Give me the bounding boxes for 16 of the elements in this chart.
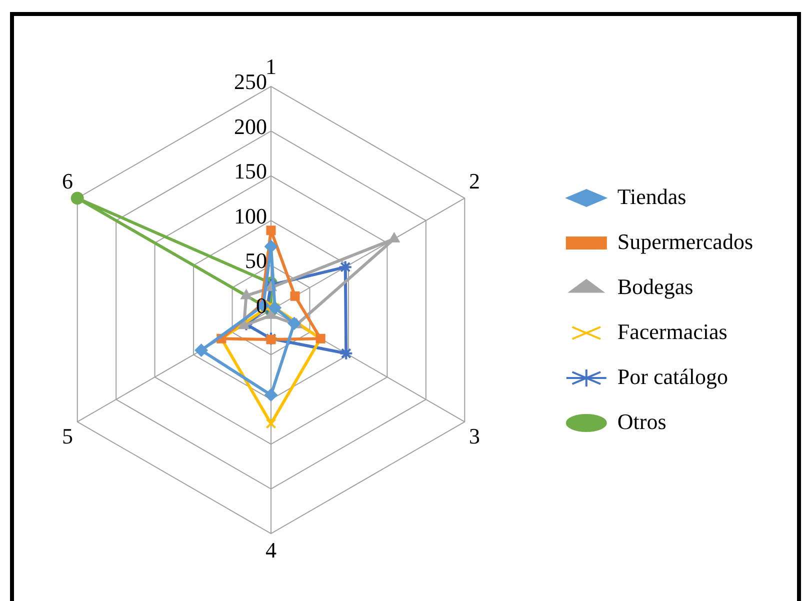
- spoke-label: 2: [468, 168, 480, 194]
- legend-label: Otros: [617, 408, 666, 434]
- y-tick-label: 150: [234, 158, 267, 184]
- spoke-label: 4: [266, 538, 276, 563]
- legend-label: Facermacias: [617, 318, 728, 344]
- spoke-label: 1: [266, 54, 276, 79]
- spoke-label: 6: [62, 168, 74, 194]
- y-tick-label: 200: [234, 114, 267, 139]
- y-tick-label: 250: [234, 69, 267, 94]
- legend-label: Bodegas: [617, 274, 694, 299]
- spoke-label: 5: [62, 423, 74, 448]
- spoke-label: 3: [468, 423, 480, 448]
- legend-label: Tiendas: [617, 184, 686, 209]
- legend-label: Por catálogo: [617, 364, 728, 389]
- legend-label: Supermercados: [617, 228, 754, 254]
- y-tick-label: 100: [234, 203, 267, 228]
